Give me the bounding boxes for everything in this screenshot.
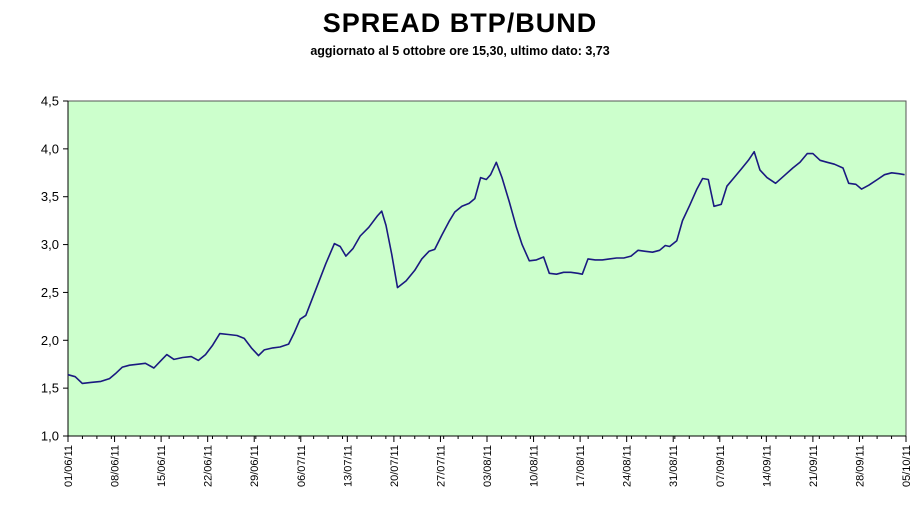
x-tick-label: 06/07/11 [296, 445, 308, 487]
y-tick-label: 4,5 [41, 94, 59, 109]
y-axis: 1,0 1,5 2,0 2,5 3,0 3,5 4,0 4,5 [41, 94, 69, 444]
x-tick-label: 20/07/11 [389, 445, 401, 487]
x-tick-label: 21/09/11 [808, 445, 820, 487]
y-tick-label: 1,0 [41, 429, 59, 444]
y-tick-label: 1,5 [41, 381, 59, 396]
x-tick-label: 13/07/11 [342, 445, 354, 487]
x-tick-label: 08/06/11 [110, 445, 122, 487]
series-line [67, 150, 905, 385]
x-tick-label: 17/08/11 [575, 445, 587, 487]
x-tick-label: 15/06/11 [156, 445, 168, 487]
x-tick-label: 03/08/11 [482, 445, 494, 487]
y-tick-label: 3,0 [41, 237, 59, 252]
x-tick-label: 10/08/11 [529, 445, 541, 487]
chart-subtitle: aggiornato al 5 ottobre ore 15,30, ultim… [310, 44, 610, 58]
y-tick-label: 2,5 [41, 285, 59, 300]
x-tick-label: 24/08/11 [622, 445, 634, 487]
y-tick-label: 3,5 [41, 189, 59, 204]
y-tick-label: 4,0 [41, 141, 59, 156]
x-tick-label: 29/06/11 [249, 445, 261, 487]
y-tick-label: 2,0 [41, 333, 59, 348]
x-tick-label: 07/09/11 [715, 445, 727, 487]
x-tick-label: 22/06/11 [203, 445, 215, 487]
x-tick-label: 27/07/11 [435, 445, 447, 487]
x-tick-label: 01/06/11 [63, 445, 75, 487]
x-tick-label: 05/10/11 [901, 445, 913, 487]
x-tick-label: 14/09/11 [761, 445, 773, 487]
x-tick-label: 28/09/11 [854, 445, 866, 487]
x-axis: 01/06/11 08/06/11 15/06/11 22/06/11 29/06/11… [63, 435, 913, 487]
x-tick-label: 31/08/11 [668, 445, 680, 487]
plot-area [67, 100, 907, 437]
chart-title: SPREAD BTP/BUND [322, 8, 598, 38]
